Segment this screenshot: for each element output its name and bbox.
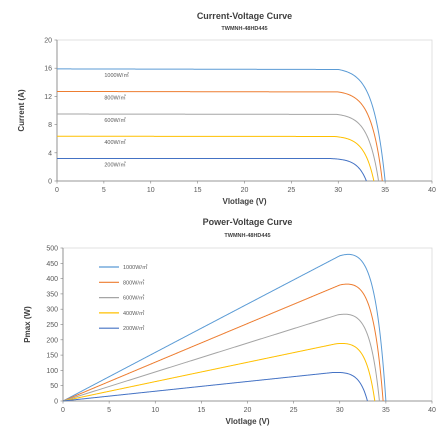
iv-series-line [57, 157, 367, 182]
iv-x-tick-label: 5 [102, 187, 106, 194]
iv-x-tick-label: 0 [55, 187, 59, 194]
iv-chart-title: Current-Voltage Curve [197, 11, 292, 21]
pv-y-tick-label: 300 [46, 307, 58, 314]
iv-y-tick-label: 0 [48, 179, 52, 186]
pv-legend-label: 600W/㎡ [123, 294, 145, 302]
pv-y-tick-label: 100 [46, 368, 58, 375]
pv-x-tick-label: 15 [197, 407, 205, 414]
pv-y-tick-label: 50 [50, 383, 58, 390]
pv-x-tick-label: 35 [382, 407, 390, 414]
pv-x-axis-label: Vlotlage (V) [225, 417, 269, 426]
iv-x-tick-label: 15 [194, 187, 202, 194]
iv-x-tick-label: 30 [334, 187, 342, 194]
iv-series-label: 1000W/㎡ [104, 71, 129, 79]
iv-series-line [57, 135, 375, 182]
pv-y-tick-label: 250 [46, 322, 58, 329]
iv-chart-subtitle: TWMNH-48HD445 [221, 26, 267, 32]
pv-series-line [62, 283, 384, 402]
pv-y-tick-label: 450 [46, 261, 58, 268]
iv-x-tick-label: 40 [428, 187, 436, 194]
pv-y-tick-label: 0 [54, 399, 58, 406]
iv-y-tick-label: 20 [44, 38, 52, 45]
iv-x-tick-label: 20 [241, 187, 249, 194]
pv-y-tick-label: 200 [46, 337, 58, 344]
pv-x-tick-label: 40 [428, 407, 436, 414]
iv-y-tick-label: 16 [44, 66, 52, 73]
iv-y-tick-label: 8 [48, 122, 52, 129]
pv-legend-label: 200W/㎡ [123, 324, 145, 332]
iv-x-tick-label: 35 [381, 187, 389, 194]
pv-legend-label: 800W/㎡ [123, 278, 145, 286]
iv-series-label: 600W/㎡ [104, 116, 126, 124]
pv-series-line [62, 313, 380, 402]
iv-plot-frame [56, 39, 433, 182]
pv-x-tick-label: 5 [107, 407, 111, 414]
pv-x-tick-label: 20 [244, 407, 252, 414]
pv-chart-subtitle: TWMNH-48HD445 [224, 233, 270, 239]
pv-series-line [62, 253, 387, 402]
pv-x-tick-label: 30 [336, 407, 344, 414]
iv-y-axis-label: Current (A) [17, 89, 26, 132]
pv-legend-label: 1000W/㎡ [123, 263, 148, 271]
pv-legend-label: 400W/㎡ [123, 309, 145, 317]
iv-y-tick-label: 4 [48, 150, 52, 157]
pv-y-tick-label: 150 [46, 353, 58, 360]
pv-y-tick-label: 350 [46, 291, 58, 298]
iv-series-line [57, 68, 386, 182]
pv-x-tick-label: 0 [61, 407, 65, 414]
pv-y-tick-label: 400 [46, 276, 58, 283]
pv-y-tick-label: 500 [46, 246, 58, 253]
iv-series-line [57, 90, 383, 182]
pv-x-tick-label: 25 [290, 407, 298, 414]
pv-y-axis-label: Pmax (W) [23, 306, 32, 343]
iv-series-label: 400W/㎡ [104, 138, 126, 146]
iv-x-tick-label: 25 [287, 187, 295, 194]
iv-series-label: 200W/㎡ [104, 160, 126, 168]
iv-x-axis-label: Vlotlage (V) [222, 197, 266, 206]
iv-y-tick-label: 12 [44, 94, 52, 101]
iv-x-tick-label: 10 [147, 187, 155, 194]
pv-series-line [62, 371, 368, 402]
pv-x-tick-label: 10 [151, 407, 159, 414]
pv-series-line [62, 342, 376, 402]
iv-series-line [57, 113, 380, 182]
pv-chart-title: Power-Voltage Curve [203, 217, 293, 227]
iv-series-label: 800W/㎡ [104, 93, 126, 101]
